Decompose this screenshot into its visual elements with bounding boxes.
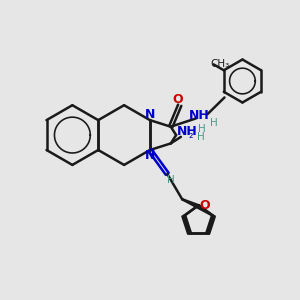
Text: NH: NH [176,125,197,138]
Text: CH₃: CH₃ [211,59,230,69]
Text: O: O [172,93,183,106]
Text: H: H [210,118,218,128]
Text: ₂: ₂ [188,130,193,140]
Text: O: O [200,199,211,212]
Text: N: N [145,149,155,162]
Text: NH: NH [189,110,210,122]
Text: H: H [167,175,175,185]
Text: H: H [197,132,205,142]
Text: N: N [145,108,155,121]
Text: H: H [198,124,206,134]
